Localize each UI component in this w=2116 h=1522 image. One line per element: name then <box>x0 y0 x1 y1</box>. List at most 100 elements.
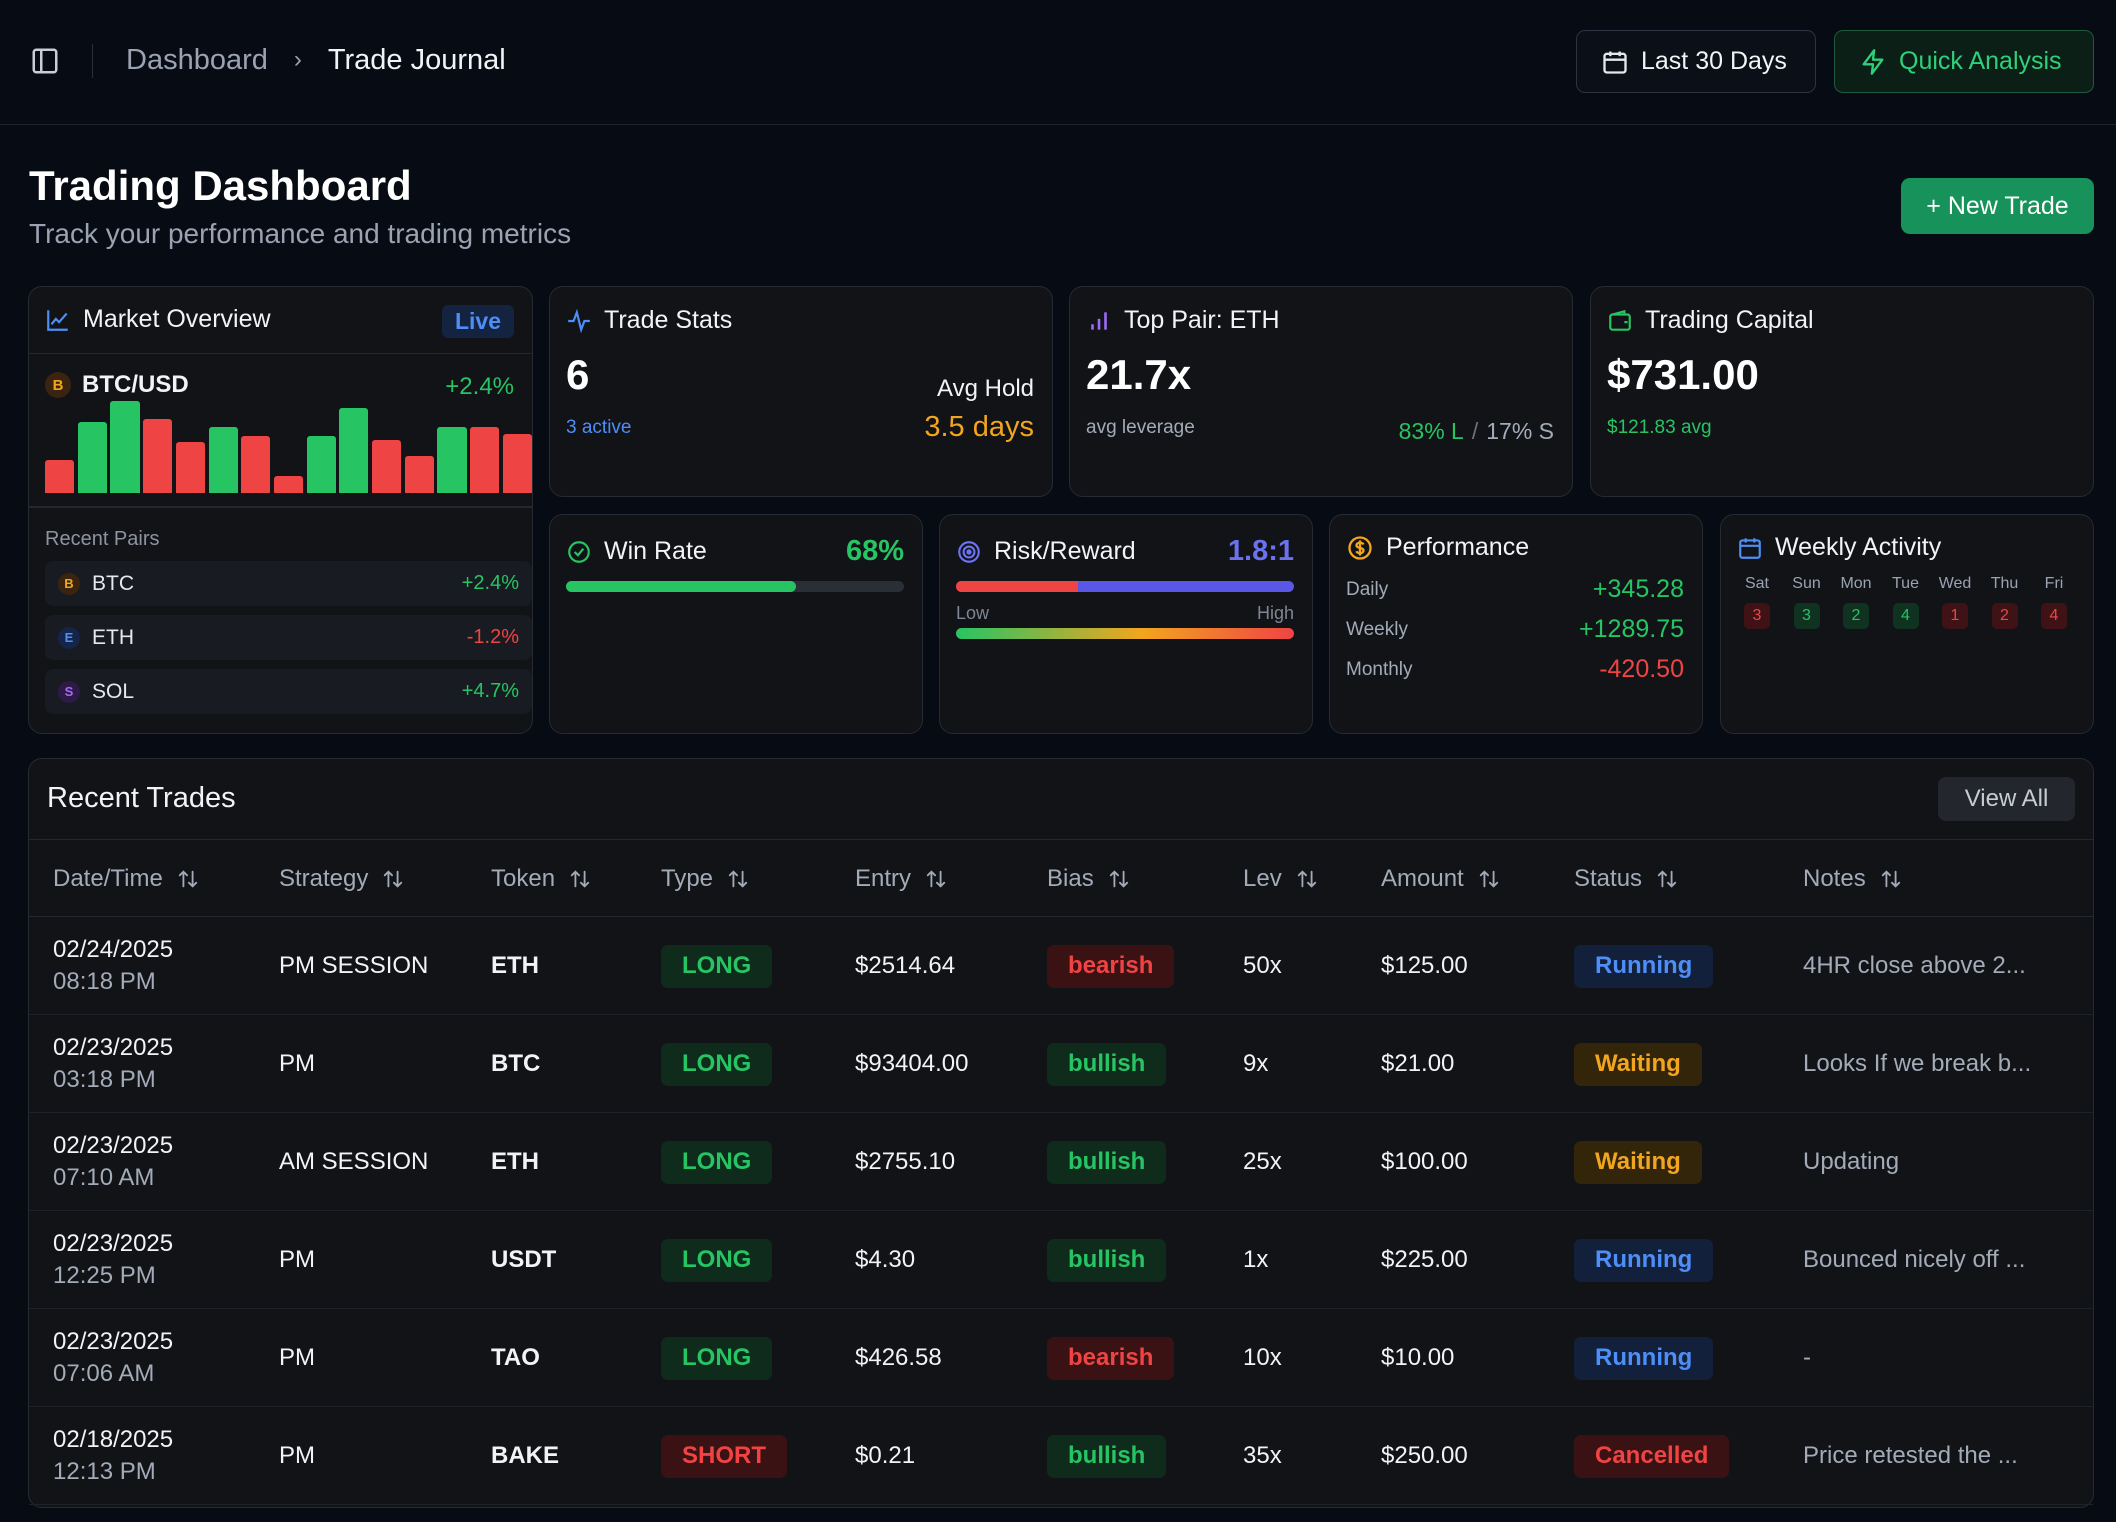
recent-pair-row[interactable]: B BTC +2.4% <box>45 561 532 606</box>
market-overview-header: Market Overview Live <box>29 287 532 354</box>
breadcrumb-dashboard-link[interactable]: Dashboard <box>126 43 268 76</box>
price-bar <box>143 419 173 493</box>
column-header-status[interactable]: Status <box>1574 840 1678 918</box>
breadcrumb-current: Trade Journal <box>327 43 506 76</box>
column-header-lev[interactable]: Lev <box>1243 840 1318 918</box>
weekly-activity-title: Weekly Activity <box>1737 533 1941 562</box>
price-bar <box>470 427 500 493</box>
price-bar <box>306 436 336 493</box>
sort-icon[interactable] <box>1296 868 1318 890</box>
sort-icon[interactable] <box>1108 868 1130 890</box>
trade-date: 02/18/2025 <box>53 1426 174 1453</box>
sort-icon[interactable] <box>569 868 591 890</box>
short-share: 17% S <box>1486 418 1554 444</box>
cell-entry: $426.58 <box>855 1344 942 1371</box>
page-title: Trading Dashboard <box>29 162 412 209</box>
sort-icon[interactable] <box>925 868 947 890</box>
date-range-button[interactable]: Last 30 Days <box>1576 30 1816 93</box>
cell-status: Cancelled <box>1574 1407 1730 1505</box>
weekday-count-badge: 3 <box>1744 603 1770 629</box>
cell-notes: 4HR close above 2... <box>1803 952 2026 979</box>
view-all-button[interactable]: View All <box>1938 777 2075 821</box>
performance-period-value: +345.28 <box>1592 575 1684 603</box>
column-header-label: Amount <box>1381 865 1464 892</box>
win-rate-progress-fill <box>566 581 796 592</box>
weekly-activity-card: Weekly Activity Sat 3 Sun 3 Mon 2 Tue 4 Wed 1 Thu 2… <box>1720 514 2094 734</box>
weekday-count-badge: 2 <box>1991 603 2018 629</box>
column-header-date[interactable]: Date/Time <box>53 840 199 918</box>
risk-gradient-scale <box>956 628 1294 639</box>
win-rate-title: Win Rate <box>566 537 707 566</box>
new-trade-button[interactable]: + New Trade <box>1901 178 2094 234</box>
wallet-icon <box>1607 308 1633 334</box>
long-short-split: 83% L / 17% S <box>1399 418 1554 445</box>
column-header-notes[interactable]: Notes <box>1803 840 1902 918</box>
table-row[interactable]: 02/24/2025 08:18 PM PM SESSION ETH LONG $2514… <box>29 917 2093 1015</box>
price-bar <box>502 434 532 493</box>
cell-lev: 9x <box>1243 1050 1269 1077</box>
sidebar-toggle-icon[interactable] <box>30 46 60 76</box>
table-row[interactable]: 02/18/2025 12:13 PM PM BAKE SHORT $0.21 bullis… <box>29 1407 2093 1505</box>
cell-strategy: PM <box>279 1050 315 1077</box>
table-row[interactable]: 02/23/2025 07:06 AM PM TAO LONG $426.58 bearis… <box>29 1309 2093 1407</box>
column-header-label: Bias <box>1047 865 1094 892</box>
sort-icon[interactable] <box>727 868 749 890</box>
price-bar-chart <box>45 401 532 493</box>
risk-portion <box>956 581 1078 592</box>
sort-icon[interactable] <box>1880 868 1902 890</box>
recent-trades-title: Recent Trades <box>47 782 236 814</box>
win-rate-value: 68% <box>845 535 904 567</box>
quick-analysis-button[interactable]: Quick Analysis <box>1834 30 2094 93</box>
price-bar <box>175 442 205 493</box>
table-row[interactable]: 02/23/2025 12:25 PM PM USDT LONG $4.30 bullish… <box>29 1211 2093 1309</box>
column-header-bias[interactable]: Bias <box>1047 840 1130 918</box>
column-header-amount[interactable]: Amount <box>1381 840 1500 918</box>
bias-badge: bullish <box>1047 1140 1167 1184</box>
trade-time: 08:18 PM <box>53 968 156 995</box>
weekday-label: Sat <box>1744 575 1769 592</box>
sort-icon[interactable] <box>177 868 199 890</box>
sort-icon[interactable] <box>382 868 404 890</box>
price-bar <box>208 427 238 493</box>
cell-bias: bullish <box>1047 1113 1167 1211</box>
price-bar <box>273 476 304 493</box>
bias-badge: bearish <box>1047 944 1175 988</box>
cell-type: LONG <box>661 1015 773 1113</box>
performance-period-label: Monthly <box>1346 659 1413 680</box>
cell-type: LONG <box>661 1309 773 1407</box>
column-header-label: Lev <box>1243 865 1282 892</box>
sort-icon[interactable] <box>1656 868 1678 890</box>
weekday-label: Thu <box>1990 575 2019 592</box>
btc-usd-pair: B BTC/USD <box>45 371 189 399</box>
cell-amount: $250.00 <box>1381 1442 1468 1469</box>
market-overview-title: Market Overview <box>45 305 271 334</box>
table-row[interactable]: 02/23/2025 07:10 AM AM SESSION ETH LONG $2755… <box>29 1113 2093 1211</box>
status-badge: Running <box>1574 1238 1714 1282</box>
recent-pair-row[interactable]: E ETH -1.2% <box>45 615 532 660</box>
recent-pairs-label: Recent Pairs <box>45 528 160 550</box>
page-subtitle: Track your performance and trading metri… <box>29 218 572 249</box>
performance-period-value: +1289.75 <box>1579 615 1684 643</box>
column-header-entry[interactable]: Entry <box>855 840 947 918</box>
column-header-strategy[interactable]: Strategy <box>279 840 404 918</box>
sort-icon[interactable] <box>1478 868 1500 890</box>
cell-strategy: PM SESSION <box>279 952 429 979</box>
performance-period-value: -420.50 <box>1599 655 1684 683</box>
recent-pair-row[interactable]: S SOL +4.7% <box>45 669 532 714</box>
cell-token: USDT <box>491 1246 557 1273</box>
cell-date: 02/23/2025 12:25 PM <box>53 1211 173 1309</box>
trade-date: 02/23/2025 <box>53 1230 174 1257</box>
long-share: 83% L <box>1398 418 1464 444</box>
cell-date: 02/23/2025 07:10 AM <box>53 1113 173 1211</box>
cell-notes: Updating <box>1803 1148 1900 1175</box>
header-divider <box>92 44 93 78</box>
price-bar <box>110 401 140 493</box>
capital-avg: $121.83 avg <box>1607 417 1712 438</box>
table-row[interactable]: 02/23/2025 03:18 PM PM BTC LONG $93404.00 bull… <box>29 1015 2093 1113</box>
column-header-token[interactable]: Token <box>491 840 591 918</box>
cell-token: ETH <box>491 1148 539 1175</box>
cell-date: 02/23/2025 03:18 PM <box>53 1015 173 1113</box>
weekday-count-badge: 3 <box>1793 603 1820 629</box>
capital-value: $731.00 <box>1607 351 1759 398</box>
column-header-type[interactable]: Type <box>661 840 749 918</box>
